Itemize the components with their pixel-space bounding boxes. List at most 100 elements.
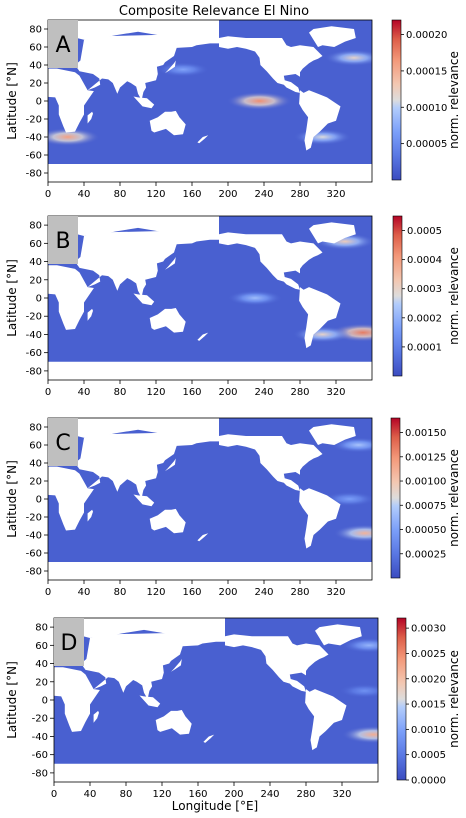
y-tick-label: -60 [26,549,42,560]
x-tick-label: 80 [114,587,127,598]
land-mask [309,222,356,244]
colorbar-tick-label: 0.00025 [405,549,446,560]
land-mask [155,710,192,735]
relevance-hotspot [292,326,353,343]
land-mask [139,695,161,708]
land-mask [219,434,323,491]
land-mask [299,287,341,349]
land-mask [48,418,219,467]
relevance-field [48,20,372,182]
x-tick-label: 120 [152,789,171,800]
colorbar-label: norm. relevance [447,247,461,345]
colorbar-tick-label: 0.00010 [406,103,447,114]
relevance-hotspot [341,725,378,744]
y-tick-label: -20 [26,115,42,126]
relevance-field [54,618,378,782]
y-tick-label: -20 [32,714,48,725]
land-mask [149,110,186,136]
relevance-field [48,216,372,380]
y-tick-label: 0 [36,294,42,305]
y-tick-label: 0 [42,696,48,707]
relevance-hotspot [293,129,352,145]
y-tick-label: 80 [35,623,48,634]
land-mask [54,763,378,782]
x-axis-label: Longitude [°E] [172,799,258,813]
land-mask [197,332,209,341]
land-mask [315,624,362,646]
panel-letter-box [48,20,78,68]
panel-letter: D [61,631,78,656]
x-tick-label: 0 [45,189,51,200]
land-mask [197,533,209,542]
land-mask [305,689,347,751]
x-tick-label: 160 [188,789,207,800]
x-tick-label: 40 [84,789,97,800]
colorbar-tick-label: 0.0030 [411,624,446,635]
y-tick-label: 80 [29,423,42,434]
land-mask [171,659,182,672]
colorbar-tick-label: 0.00015 [406,66,447,77]
colorbar-tick-label: 0.0025 [411,649,446,660]
colorbar-tick-label: 0.00075 [405,501,446,512]
land-mask [87,308,93,321]
relevance-hotspot [333,524,372,542]
relevance-hotspot [341,637,378,653]
land-mask [219,232,323,290]
land-mask [309,26,356,47]
y-tick-label: 40 [29,257,42,268]
colorbar-tick-label: 0.00150 [405,428,446,439]
x-tick-label: 280 [290,189,309,200]
land-mask [149,308,186,333]
land-mask [54,667,100,732]
land-mask [48,361,372,380]
x-tick-label: 40 [78,387,91,398]
land-mask [299,488,341,549]
land-mask [87,111,93,124]
y-tick-label: -40 [26,133,42,144]
x-tick-label: 320 [326,387,345,398]
colorbar-label: norm. relevance [447,449,461,547]
y-axis-label: Latitude [°N] [5,661,19,739]
x-tick-label: 120 [146,387,165,398]
land-mask [81,631,225,700]
x-tick-label: 160 [182,189,201,200]
colorbar-tick-label: 0.00100 [405,477,446,488]
x-tick-label: 240 [260,789,279,800]
colorbar [391,19,402,181]
x-tick-label: 120 [146,189,165,200]
land-mask [133,96,155,109]
x-tick-label: 320 [332,789,351,800]
y-axis-label: Latitude [°N] [5,62,19,140]
land-mask [149,508,186,534]
y-tick-label: -40 [26,531,42,542]
colorbar-tick-label: 0.00005 [406,139,447,150]
relevance-hotspot [226,91,293,111]
relevance-hotspot [324,49,372,66]
panel-b: -80 -60 -40 -20 0 20 40 60 80 0 40 80 120 160 200 240 28… [5,215,461,398]
y-tick-label: 80 [29,25,42,36]
x-tick-label: 280 [290,387,309,398]
x-tick-label: 40 [78,189,91,200]
land-mask [75,229,219,298]
x-tick-label: 40 [78,587,91,598]
panel-letter-box [48,216,78,264]
land-mask [299,90,341,151]
colorbar-tick-label: 0.0005 [411,750,446,761]
y-tick-label: -20 [26,312,42,323]
y-tick-label: 40 [29,61,42,72]
land-mask [48,265,94,330]
land-mask [48,466,94,531]
colorbar [396,617,407,781]
panel-letter: A [55,33,70,58]
panel-letter-box [48,418,78,466]
x-tick-label: 200 [218,587,237,598]
land-mask [48,20,219,69]
x-tick-label: 0 [51,789,57,800]
y-tick-label: -20 [26,513,42,524]
y-axis-label: Latitude [°N] [5,460,19,538]
y-tick-label: 0 [36,495,42,506]
y-tick-label: -80 [26,567,42,578]
land-mask [165,60,176,74]
